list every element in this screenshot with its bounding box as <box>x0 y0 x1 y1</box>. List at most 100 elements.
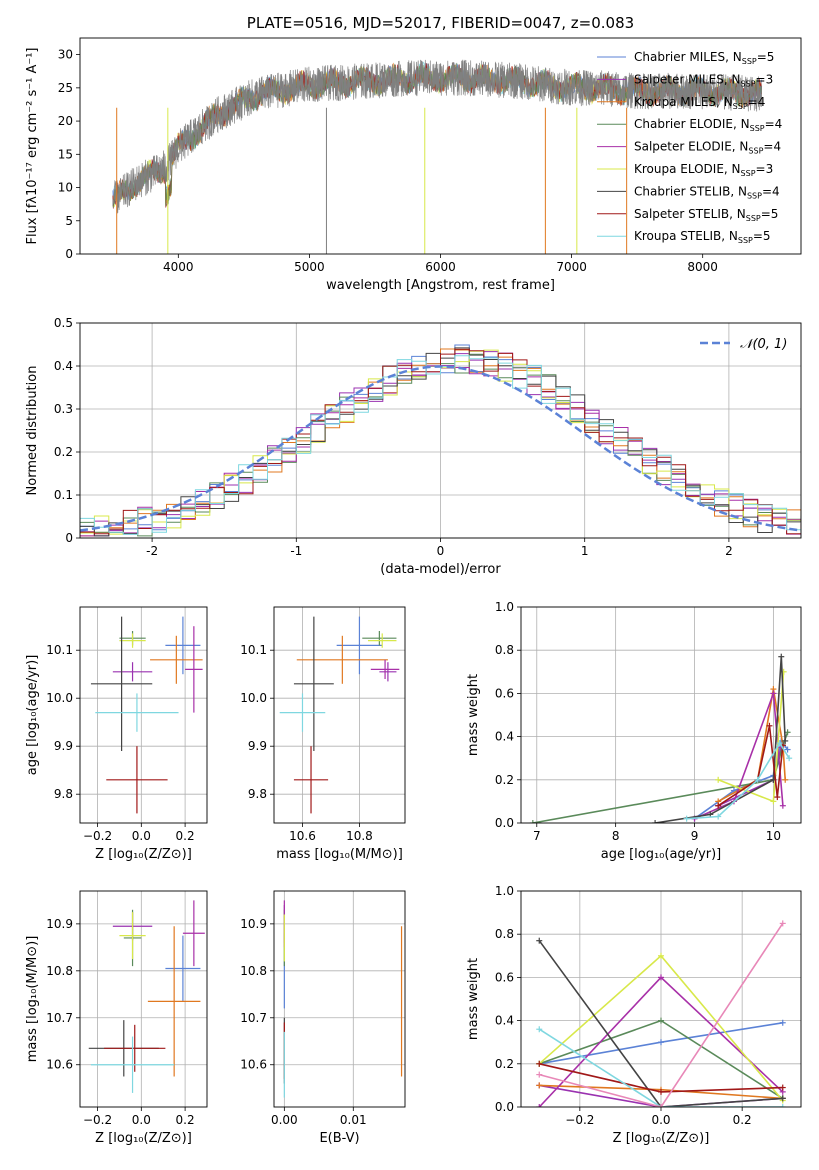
series-line <box>532 732 789 823</box>
x-tick-label: 10.6 <box>289 829 316 843</box>
legend-name: Salpeter ELODIE, <box>634 140 739 154</box>
series-marker <box>779 1104 786 1107</box>
legend-entry: Kroupa STELIB, NSSP=5 <box>634 229 771 245</box>
legend-n: N <box>738 184 747 198</box>
series-marker <box>529 820 536 823</box>
x-tick-label: 7000 <box>556 260 587 274</box>
series-line <box>538 1028 783 1107</box>
legend-sub: SSP <box>746 214 761 223</box>
x-axis-label: Z [log₁₀(Z/Z⊙)] <box>95 1131 192 1146</box>
y-tick-label: 20 <box>58 114 73 128</box>
gaussian-reference-curve <box>80 365 801 532</box>
series-marker <box>658 1104 664 1107</box>
legend-entry: 𝒩(0, 1) <box>740 337 787 352</box>
panel-residuals: -2 -1 0 1 2 0 0.1 0.2 0.3 0.4 0.5 (data-model)/erro… <box>25 316 802 577</box>
errorbar-point <box>119 912 146 960</box>
y-tick-label: 0.1 <box>54 488 73 502</box>
series-marker <box>779 1019 786 1026</box>
y-tick-label: 0.6 <box>495 970 514 984</box>
x-tick-label: 4000 <box>163 260 194 274</box>
legend-name: Kroupa ELODIE, <box>634 162 732 176</box>
y-tick-label: 10.0 <box>240 691 267 705</box>
legend-entry: Chabrier MILES, NSSP=5 <box>634 50 774 66</box>
y-tick-label: 10.1 <box>46 643 73 657</box>
x-axis-label: E(B-V) <box>319 1131 359 1146</box>
series-marker <box>766 722 773 729</box>
legend-name: Chabrier MILES, <box>634 50 733 64</box>
series-marker <box>715 802 722 809</box>
y-tick-label: 25 <box>58 81 73 95</box>
x-axis-label: Z [log₁₀(Z/Z⊙)] <box>613 1131 710 1146</box>
series-marker <box>658 1088 664 1095</box>
axes-frame <box>273 890 406 1108</box>
errorbar-point <box>379 662 397 682</box>
errorbar-point <box>293 746 329 814</box>
series-marker <box>715 813 722 820</box>
panel-age_vs_Z: −0.2 0.0 0.2 9.8 9.9 10.0 10.1 Z [log₁₀(Z/Z⊙)] a… <box>25 606 208 862</box>
y-tick-label: 15 <box>58 147 73 161</box>
panel-spectrum: 4000 5000 6000 7000 8000 0 5 10 15 20 25 30 waveleng… <box>25 14 802 293</box>
errorbar-point <box>279 693 326 732</box>
y-axis-label: mass weight <box>466 674 481 756</box>
series-marker <box>779 1095 786 1102</box>
series-marker <box>536 1026 543 1033</box>
errorbar-point <box>293 616 334 751</box>
legend-suffix: =3 <box>756 162 774 176</box>
series-marker <box>536 1071 543 1078</box>
legend-sub: SSP <box>747 191 762 200</box>
axes-frame <box>79 37 802 255</box>
y-tick-label: 0.5 <box>54 316 73 330</box>
series-marker <box>652 820 659 823</box>
series-marker <box>683 815 690 822</box>
errorbars <box>88 900 205 1093</box>
legend-suffix: =4 <box>763 140 781 154</box>
legend-suffix: =4 <box>748 95 766 109</box>
y-tick-label: 1.0 <box>495 600 514 614</box>
errorbars <box>283 900 403 1098</box>
errorbar-point <box>90 616 153 751</box>
errorbar-point <box>150 635 203 684</box>
panel-weight_vs_age: 7 8 9 10 0.0 0.2 0.4 0.6 0.8 1.0 age [log₁₀(age/yr… <box>466 600 802 862</box>
legend-entry: Kroupa MILES, NSSP=4 <box>634 95 765 111</box>
spectrum-data <box>112 59 763 215</box>
series-line <box>538 940 783 1107</box>
errorbar-point <box>112 662 153 682</box>
legend-sub: SSP <box>748 147 763 156</box>
y-tick-label: 5 <box>65 214 73 228</box>
y-tick-label: 10.0 <box>46 691 73 705</box>
legend-n: N <box>732 162 741 176</box>
legend-suffix: =5 <box>753 229 771 243</box>
legend-sub: SSP <box>733 102 748 111</box>
y-tick-label: 0.4 <box>495 1014 514 1028</box>
legend-name: Kroupa MILES, <box>634 95 724 109</box>
y-tick-label: 10.9 <box>240 917 267 931</box>
y-tick-label: 0.6 <box>495 686 514 700</box>
series-marker <box>786 755 793 762</box>
legend-name: Chabrier ELODIE, <box>634 117 741 131</box>
legend-suffix: =4 <box>765 117 783 131</box>
x-tick-label: 6000 <box>425 260 456 274</box>
legend-entry: Chabrier STELIB, NSSP=4 <box>634 184 780 200</box>
x-tick-label: -2 <box>146 544 158 558</box>
legend-entry: Chabrier ELODIE, NSSP=4 <box>634 117 782 133</box>
histogram-kroupa-stelib <box>80 355 801 537</box>
errorbar-point <box>90 1036 175 1093</box>
errorbar-point <box>165 616 201 675</box>
errorbar-point <box>362 631 397 646</box>
series-marker <box>754 776 761 783</box>
x-tick-label: 7 <box>533 829 541 843</box>
y-tick-label: 0.0 <box>495 1100 514 1114</box>
errorbar-point <box>95 693 179 732</box>
legend-entry: Kroupa ELODIE, NSSP=3 <box>634 162 773 178</box>
axes-frame <box>79 606 208 824</box>
errorbar-point <box>367 633 397 648</box>
legend-n: N <box>733 50 742 64</box>
x-tick-label: 8000 <box>687 260 718 274</box>
x-tick-label: -1 <box>290 544 302 558</box>
series-marker <box>658 1017 664 1024</box>
series-line <box>539 922 784 1107</box>
series-marker <box>536 1104 543 1107</box>
axes-frame <box>79 890 208 1108</box>
series-marker <box>784 746 791 753</box>
